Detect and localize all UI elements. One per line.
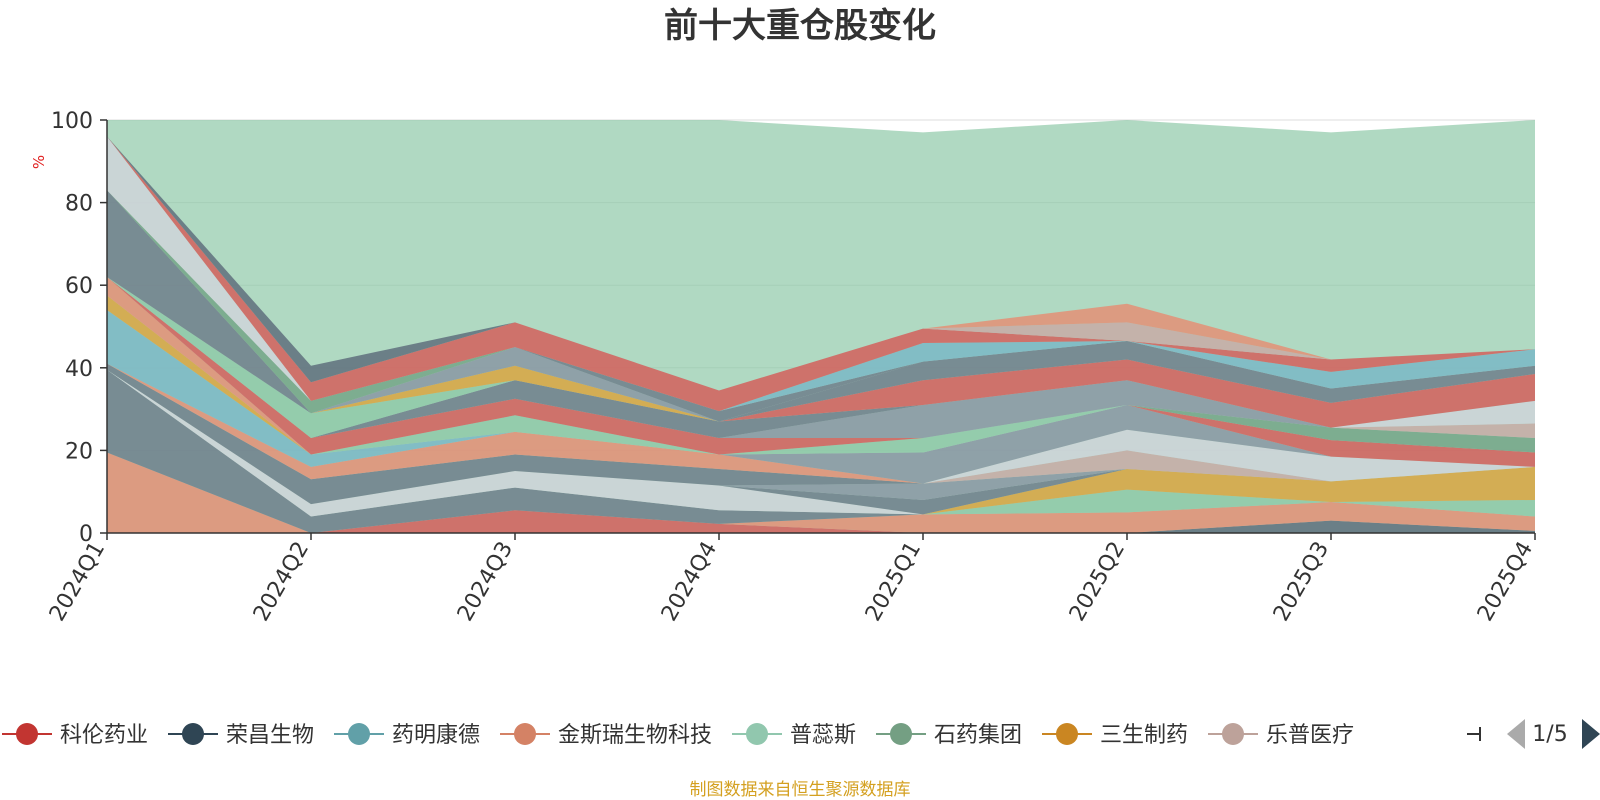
x-tick-label: 2024Q2 [249, 538, 314, 626]
area-layer-24 [107, 276, 1535, 439]
legend-item[interactable]: 普蕊斯 [732, 723, 856, 748]
legend-item[interactable]: 科伦药业 [2, 723, 148, 748]
area-layer-22 [107, 276, 1535, 455]
area-layer-3 [107, 452, 1535, 533]
legend-prev-arrow-icon[interactable] [1507, 719, 1525, 749]
legend-label: 荣昌生物 [226, 723, 314, 748]
area-layer-36 [107, 136, 1535, 412]
x-tick-label: 2024Q4 [657, 538, 722, 626]
legend-marker-icon [1056, 723, 1078, 745]
legend-marker-icon [746, 723, 768, 745]
area-layer-27 [107, 276, 1535, 439]
legend-label: 科伦药业 [60, 723, 148, 748]
chart-title: 前十大重仓股变化 [664, 6, 936, 46]
area-layer-13 [107, 363, 1535, 505]
legend-item[interactable]: 石药集团 [876, 723, 1022, 748]
area-layer-8 [107, 369, 1535, 517]
plot-area [107, 119, 1535, 534]
y-tick-label: 40 [65, 357, 93, 382]
area-layer-15 [107, 363, 1535, 484]
y-tick-label: 0 [79, 522, 93, 547]
legend-marker-icon [514, 723, 536, 745]
y-tick-label: 80 [65, 192, 93, 217]
legend-marker-icon [348, 723, 370, 745]
legend-label: 石药集团 [934, 723, 1022, 748]
legend-marker-icon [16, 723, 38, 745]
area-layer-26 [107, 276, 1535, 439]
legend-item[interactable]: 药明康德 [334, 723, 480, 748]
area-layer-32 [107, 190, 1535, 422]
legend-marker-icon [890, 723, 912, 745]
legend: 科伦药业 荣昌生物 药明康德 金斯瑞生物科技 普蕊斯 石药集团 三生制药 乐普医疗 [2, 723, 1481, 748]
legend-item[interactable]: 乐普医疗 [1208, 723, 1354, 748]
legend-item[interactable]: 三生制药 [1042, 723, 1188, 748]
area-layer-19 [107, 309, 1535, 455]
data-source-note: 制图数据来自恒生聚源数据库 [690, 780, 911, 800]
x-tick-label: 2025Q2 [1065, 538, 1130, 626]
y-axis-unit: % [30, 155, 48, 169]
legend-marker-icon [1222, 723, 1244, 745]
x-tick-label: 2024Q1 [45, 538, 110, 626]
x-tick-label: 2025Q4 [1473, 538, 1538, 626]
area-layer-7 [107, 369, 1535, 517]
legend-pager: 1/5 [1507, 719, 1600, 749]
area-layer-11 [107, 369, 1535, 505]
legend-label: 三生制药 [1100, 723, 1188, 748]
x-tick-label: 2024Q3 [453, 538, 518, 626]
legend-page-indicator: 1/5 [1532, 722, 1567, 747]
x-tick-label: 2025Q3 [1269, 538, 1334, 626]
y-tick-label: 20 [65, 439, 93, 464]
legend-marker-icon [182, 723, 204, 745]
area-layer-38 [107, 136, 1535, 391]
legend-item[interactable]: 荣昌生物 [168, 723, 314, 748]
area-layer-6 [107, 369, 1535, 517]
area-layer-14 [107, 363, 1535, 484]
legend-label: 普蕊斯 [790, 723, 856, 748]
legend-next-arrow-icon[interactable] [1582, 719, 1600, 749]
legend-label: 金斯瑞生物科技 [558, 723, 712, 748]
legend-label: 乐普医疗 [1266, 723, 1354, 748]
y-tick-label: 100 [51, 109, 93, 134]
area-layer-16 [107, 363, 1535, 467]
legend-item[interactable]: 金斯瑞生物科技 [500, 723, 712, 748]
area-layer-25 [107, 276, 1535, 439]
legend-label: 药明康德 [392, 723, 480, 748]
area-layer-29 [107, 190, 1535, 422]
area-layer-1 [107, 452, 1535, 533]
x-tick-label: 2025Q1 [861, 538, 926, 626]
area-layer-4 [107, 452, 1535, 533]
y-tick-label: 60 [65, 274, 93, 299]
